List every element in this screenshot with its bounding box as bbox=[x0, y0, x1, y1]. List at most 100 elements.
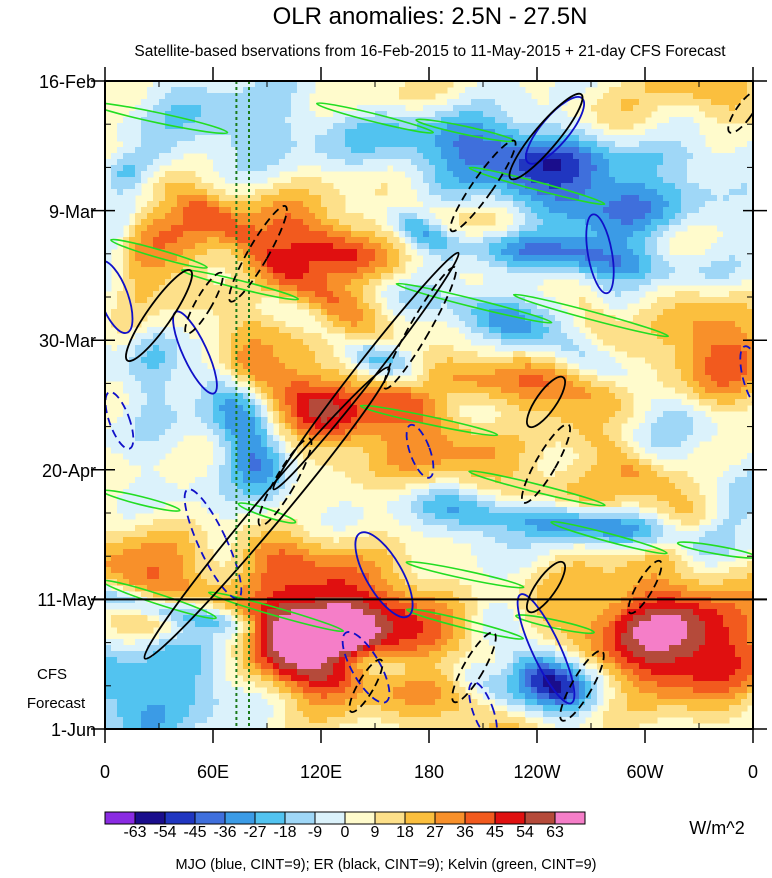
olr-cell bbox=[333, 255, 340, 262]
olr-cell bbox=[279, 381, 286, 388]
olr-cell bbox=[195, 207, 202, 214]
olr-cell bbox=[165, 201, 172, 208]
olr-cell bbox=[417, 231, 424, 238]
olr-cell bbox=[147, 687, 154, 694]
olr-cell bbox=[339, 435, 346, 442]
olr-cell bbox=[171, 363, 178, 370]
olr-cell bbox=[261, 429, 268, 436]
olr-cell bbox=[345, 711, 352, 718]
olr-cell bbox=[147, 369, 154, 376]
olr-cell bbox=[165, 231, 172, 238]
olr-cell bbox=[351, 717, 358, 724]
olr-cell bbox=[147, 381, 154, 388]
olr-cell bbox=[279, 561, 286, 568]
olr-cell bbox=[399, 579, 406, 586]
olr-cell bbox=[405, 603, 412, 610]
olr-cell bbox=[171, 585, 178, 592]
olr-cell bbox=[231, 417, 238, 424]
olr-cell bbox=[399, 633, 406, 640]
olr-cell bbox=[201, 363, 208, 370]
olr-cell bbox=[195, 633, 202, 640]
olr-cell bbox=[189, 219, 196, 226]
olr-cell bbox=[171, 669, 178, 676]
olr-cell bbox=[189, 537, 196, 544]
olr-cell bbox=[417, 309, 424, 316]
olr-cell bbox=[321, 255, 328, 262]
olr-cell bbox=[195, 483, 202, 490]
olr-cell bbox=[105, 261, 112, 268]
olr-cell bbox=[249, 231, 256, 238]
olr-cell bbox=[423, 309, 430, 316]
olr-cell bbox=[261, 147, 268, 154]
olr-cell bbox=[435, 315, 442, 322]
olr-cell bbox=[369, 147, 376, 154]
olr-cell bbox=[279, 351, 286, 358]
olr-cell bbox=[249, 117, 256, 124]
olr-cell bbox=[153, 549, 160, 556]
olr-cell bbox=[369, 669, 376, 676]
olr-cell bbox=[147, 345, 154, 352]
olr-cell bbox=[153, 723, 160, 729]
olr-cell bbox=[315, 147, 322, 154]
olr-cell bbox=[285, 225, 292, 232]
olr-cell bbox=[429, 621, 436, 628]
olr-cell bbox=[333, 549, 340, 556]
olr-cell bbox=[429, 153, 436, 160]
olr-cell bbox=[309, 111, 316, 118]
olr-cell bbox=[351, 699, 358, 706]
olr-cell bbox=[273, 483, 280, 490]
olr-cell bbox=[351, 375, 358, 382]
olr-cell bbox=[165, 147, 172, 154]
olr-cell bbox=[255, 633, 262, 640]
olr-cell bbox=[297, 297, 304, 304]
olr-cell bbox=[285, 621, 292, 628]
olr-cell bbox=[141, 447, 148, 454]
olr-cell bbox=[213, 237, 220, 244]
olr-cell bbox=[159, 237, 166, 244]
olr-cell bbox=[171, 717, 178, 724]
olr-cell bbox=[375, 561, 382, 568]
olr-cell bbox=[363, 423, 370, 430]
olr-cell bbox=[189, 255, 196, 262]
olr-cell bbox=[123, 669, 130, 676]
olr-cell bbox=[321, 663, 328, 670]
olr-cell bbox=[309, 447, 316, 454]
olr-cell bbox=[369, 435, 376, 442]
olr-cell bbox=[267, 345, 274, 352]
olr-cell bbox=[219, 507, 226, 514]
olr-cell bbox=[393, 537, 400, 544]
olr-cell bbox=[375, 567, 382, 574]
olr-cell bbox=[195, 531, 202, 538]
olr-cell bbox=[423, 195, 430, 202]
olr-cell bbox=[369, 483, 376, 490]
olr-cell bbox=[279, 111, 286, 118]
olr-cell bbox=[243, 453, 250, 460]
olr-cell bbox=[291, 141, 298, 148]
olr-cell bbox=[213, 105, 220, 112]
olr-cell bbox=[357, 279, 364, 286]
olr-cell bbox=[423, 93, 430, 100]
olr-cell bbox=[327, 261, 334, 268]
olr-cell bbox=[135, 447, 142, 454]
olr-cell bbox=[111, 351, 118, 358]
olr-cell bbox=[363, 333, 370, 340]
olr-cell bbox=[291, 651, 298, 658]
olr-cell bbox=[375, 483, 382, 490]
olr-cell bbox=[225, 687, 232, 694]
olr-anomaly-field bbox=[105, 81, 753, 729]
olr-cell bbox=[237, 237, 244, 244]
olr-cell bbox=[297, 267, 304, 274]
olr-cell bbox=[327, 537, 334, 544]
olr-cell bbox=[297, 333, 304, 340]
olr-cell bbox=[381, 345, 388, 352]
olr-cell bbox=[405, 501, 412, 508]
olr-cell bbox=[411, 165, 418, 172]
olr-cell bbox=[399, 357, 406, 364]
olr-cell bbox=[201, 375, 208, 382]
olr-cell bbox=[333, 321, 340, 328]
olr-cell bbox=[225, 153, 232, 160]
olr-cell bbox=[357, 633, 364, 640]
olr-cell bbox=[333, 207, 340, 214]
olr-cell bbox=[339, 129, 346, 136]
olr-cell bbox=[381, 609, 388, 616]
